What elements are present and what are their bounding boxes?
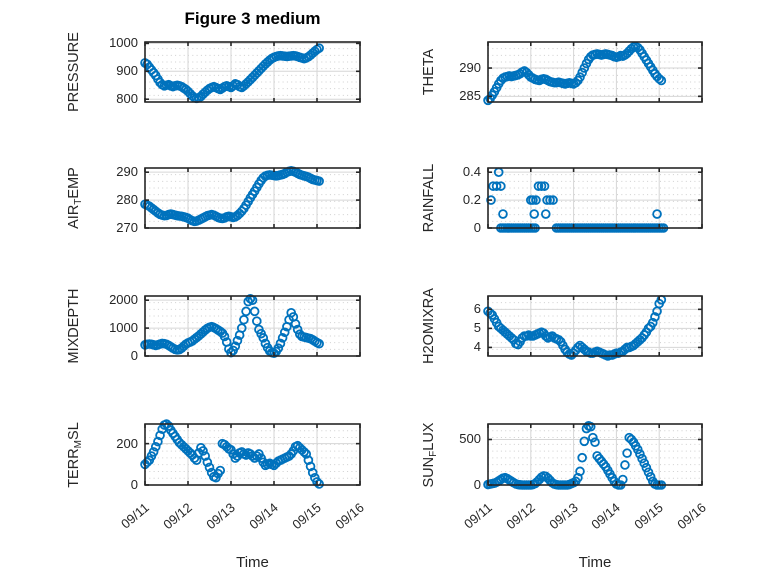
axes-box — [487, 167, 703, 229]
sun-flux-ylabel: SUNFLUX — [421, 422, 439, 487]
y-tick-label: 0.2 — [462, 192, 481, 208]
y-tick-label: 1000 — [109, 320, 138, 336]
theta-plot — [483, 41, 703, 106]
h2omixra-plot — [483, 295, 703, 361]
data-markers — [140, 293, 324, 359]
y-tick-label: 6 — [473, 301, 481, 317]
y-tick-label: 900 — [116, 63, 138, 79]
sun-flux-plot — [483, 421, 703, 490]
y-tick-label: 280 — [116, 192, 138, 208]
pressure-plot — [140, 41, 361, 104]
major-grid — [488, 168, 702, 228]
y-tick-label: 285 — [459, 88, 481, 104]
axes-box — [487, 295, 703, 357]
terr-msl-plot — [140, 419, 361, 489]
data-markers — [483, 295, 667, 361]
y-tick-label: 0 — [130, 477, 138, 492]
y-tick-label: 0.4 — [462, 164, 481, 180]
axes-box — [144, 295, 361, 357]
y-tick-label: 0 — [473, 220, 481, 235]
data-markers — [140, 419, 324, 489]
y-tick-label: 290 — [459, 60, 481, 76]
figure-title: Figure 3 medium — [184, 9, 321, 28]
y-tick-label: 0 — [473, 477, 481, 492]
y-tick-label: 5 — [473, 320, 481, 336]
y-tick-label: 500 — [459, 431, 481, 447]
y-tick-label: 0 — [130, 348, 138, 363]
axes-box — [144, 41, 361, 103]
data-markers — [140, 43, 324, 104]
x-axis-label-right: Time — [578, 554, 612, 571]
data-markers — [483, 41, 667, 106]
y-tick-label: 1000 — [109, 35, 138, 51]
y-tick-label: 4 — [473, 339, 481, 355]
y-tick-label: 270 — [116, 220, 138, 235]
axes-box — [487, 423, 703, 486]
axes-box — [144, 167, 361, 229]
y-tick-label: 2000 — [109, 292, 138, 308]
y-tick-label: 200 — [116, 435, 138, 451]
data-markers — [140, 165, 324, 227]
y-tick-label: 800 — [116, 91, 138, 107]
air-temp-plot — [140, 165, 361, 229]
axes-box — [144, 423, 361, 486]
rainfall-plot — [486, 167, 703, 233]
major-grid — [488, 424, 702, 485]
x-axis-label-left: Time — [236, 554, 269, 571]
y-tick-label: 290 — [116, 164, 138, 180]
mixdepth-plot — [140, 293, 361, 359]
terr-msl-ylabel: TERRMSL — [66, 421, 84, 488]
axes-box — [487, 41, 703, 103]
